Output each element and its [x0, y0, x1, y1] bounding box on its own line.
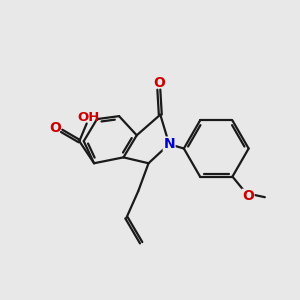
Text: N: N — [163, 137, 175, 151]
Text: OH: OH — [77, 110, 99, 124]
Text: O: O — [153, 76, 165, 90]
Text: O: O — [242, 189, 254, 203]
Text: O: O — [49, 121, 61, 135]
